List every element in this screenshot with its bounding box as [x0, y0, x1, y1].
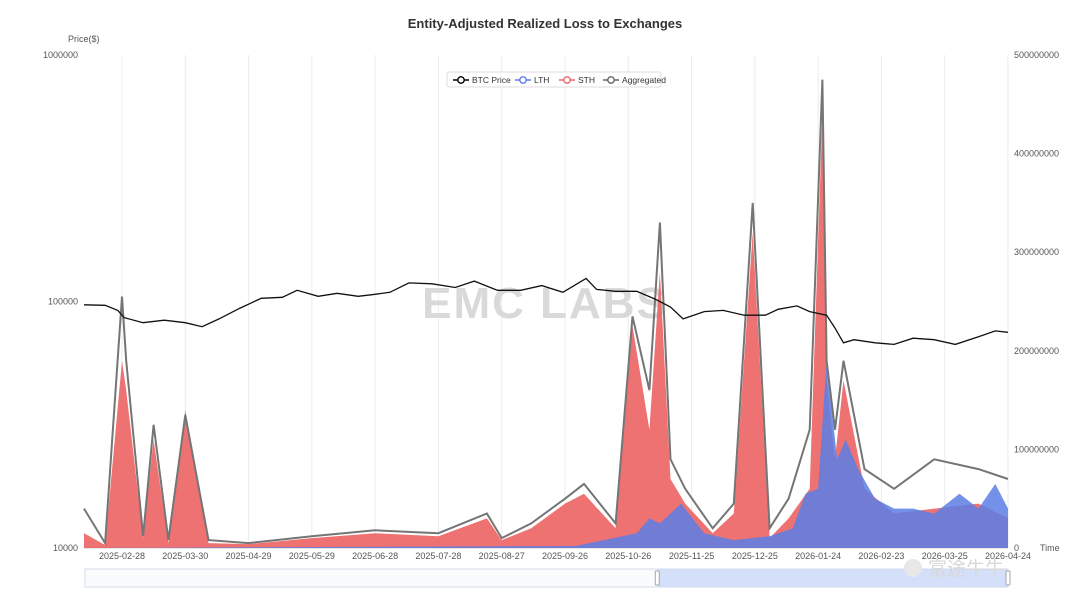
range-handle-right: [1005, 570, 1011, 586]
x-tick-label: 2025-03-30: [162, 551, 208, 561]
legend-box: [446, 71, 662, 88]
series-aggregated-line: [83, 79, 1009, 547]
brand-logo-icon: [904, 559, 922, 577]
x-tick-label: 2025-05-29: [289, 551, 335, 561]
y-right-tick-label: 200000000: [1014, 346, 1059, 356]
x-tick-label: 2026-04-24: [985, 551, 1031, 561]
x-tick-label: 2026-01-24: [795, 551, 841, 561]
series-btc-price-line: [83, 277, 1009, 346]
y-right-tick-label: 100000000: [1014, 444, 1059, 454]
y-left-tick-label: 1000000: [43, 50, 78, 60]
x-tick-label: 2025-09-26: [542, 551, 588, 561]
y-right-tick-label: 500000000: [1014, 50, 1059, 60]
legend-item-label: LTH: [534, 75, 549, 85]
y-right-tick-label: 0: [1014, 543, 1019, 553]
chart-title: Entity-Adjusted Realized Loss to Exchang…: [408, 16, 683, 31]
legend-item-label: Aggregated: [622, 75, 666, 85]
legend-marker-icon: [607, 76, 615, 84]
x-tick-label: 2025-10-26: [605, 551, 651, 561]
watermark: EMC LABS: [422, 279, 668, 328]
y-left-tick-label: 10000: [53, 543, 78, 553]
x-tick-label: 2025-04-29: [226, 551, 272, 561]
x-tick-label: 2026-02-23: [858, 551, 904, 561]
series-lth-area: [84, 360, 1008, 548]
legend-item-label: STH: [578, 75, 595, 85]
brand-mark: 富途牛牛: [904, 558, 1004, 580]
range-handle-left: [654, 570, 660, 586]
x-ticks: 2025-02-28 2025-03-30 2025-04-29 2025-05-29…: [99, 551, 1031, 561]
x-tick-label: 2025-02-28: [99, 551, 145, 561]
brand-text: 富途牛牛: [928, 558, 1004, 580]
y-left-tick-label: 100000: [48, 297, 78, 307]
legend-marker-icon: [563, 76, 571, 84]
series-layer: [83, 79, 1009, 548]
legend[interactable]: BTC Price LTH STH Aggregated: [446, 71, 666, 88]
series-sth-area: [84, 114, 1008, 548]
legend-item-label: BTC Price: [472, 75, 511, 85]
range-selected-window: [657, 569, 1008, 587]
y-left-ticks: 1000000 100000 10000: [43, 50, 78, 553]
x-tick-label: 2025-06-28: [352, 551, 398, 561]
x-tick-label: 2025-12-25: [732, 551, 778, 561]
x-axis-label: Time: [1040, 543, 1060, 553]
x-tick-label: 2026-03-25: [922, 551, 968, 561]
y-right-ticks: 500000000 400000000 300000000 200000000 1000…: [1014, 50, 1059, 553]
grid-lines: [84, 55, 1009, 549]
y-right-tick-label: 400000000: [1014, 149, 1059, 159]
range-selector[interactable]: [84, 568, 1011, 588]
x-tick-label: 2025-11-25: [669, 551, 714, 561]
x-tick-label: 2025-08-27: [479, 551, 525, 561]
y-left-axis-label: Price($): [68, 34, 100, 44]
y-right-tick-label: 300000000: [1014, 247, 1059, 257]
legend-marker-icon: [519, 76, 527, 84]
legend-marker-icon: [457, 76, 465, 84]
x-tick-label: 2025-07-28: [415, 551, 461, 561]
